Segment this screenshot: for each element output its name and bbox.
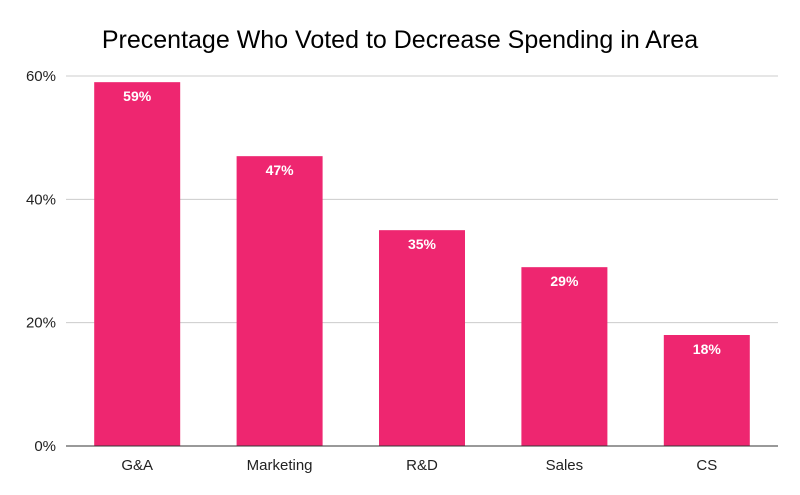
y-tick-label: 20% — [26, 315, 56, 332]
data-label: 18% — [693, 341, 722, 357]
y-tick-label: 40% — [26, 191, 56, 208]
data-label: 35% — [408, 236, 437, 252]
data-label: 47% — [266, 162, 295, 178]
bar — [521, 267, 608, 446]
x-tick-label: Marketing — [247, 457, 313, 474]
y-tick-label: 60% — [26, 68, 56, 85]
chart-title: Precentage Who Voted to Decrease Spendin… — [102, 26, 698, 54]
bar — [94, 82, 181, 447]
x-tick-label: Sales — [546, 457, 584, 474]
data-label: 29% — [550, 273, 579, 289]
bar — [663, 335, 750, 446]
x-tick-label: CS — [696, 457, 717, 474]
y-axis-ticks: 0% 20% 40% 60% — [26, 68, 56, 455]
x-axis-ticks: G&A Marketing R&D Sales CS — [121, 457, 717, 474]
x-tick-label: G&A — [121, 457, 153, 474]
data-labels: 59% 47% 35% 29% 18% — [123, 88, 721, 357]
y-tick-label: 0% — [34, 438, 56, 455]
x-tick-label: R&D — [406, 457, 438, 474]
bar — [379, 230, 465, 446]
data-label: 59% — [123, 88, 152, 104]
bar — [236, 156, 323, 446]
bars — [94, 82, 750, 447]
